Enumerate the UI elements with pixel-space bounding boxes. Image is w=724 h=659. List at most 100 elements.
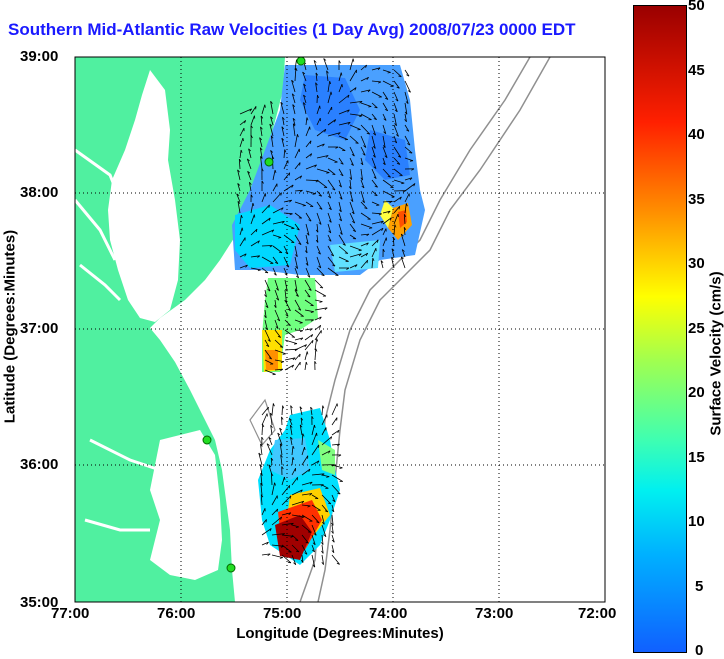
velocity-arrowhead	[276, 297, 279, 301]
velocity-arrow	[338, 223, 343, 235]
velocity-arrow	[264, 329, 271, 342]
velocity-arrowhead	[277, 335, 281, 338]
velocity-arrow	[327, 81, 331, 93]
velocity-arrowhead	[367, 89, 371, 93]
velocity-arrowhead	[339, 218, 342, 222]
velocity-arrowhead	[350, 199, 354, 202]
velocity-arrowhead	[405, 101, 409, 104]
velocity-arrow	[271, 482, 275, 496]
velocity-arrowhead	[270, 150, 274, 153]
velocity-arrowhead	[380, 220, 384, 224]
velocity-arrow	[301, 544, 308, 555]
velocity-arrowhead	[359, 101, 363, 104]
velocity-arrow	[311, 504, 321, 511]
velocity-arrowhead	[268, 217, 271, 221]
velocity-arrowhead	[368, 106, 372, 108]
velocity-arrow	[274, 319, 279, 329]
velocity-arrowhead	[264, 294, 267, 298]
velocity-arrow	[305, 164, 317, 170]
x-axis-label: Longitude (Degrees:Minutes)	[236, 625, 444, 642]
velocity-arrowhead	[361, 185, 365, 189]
velocity-arrowhead	[291, 184, 294, 188]
velocity-arrow	[382, 237, 387, 247]
velocity-arrow	[305, 190, 316, 195]
velocity-arrowhead	[257, 255, 261, 258]
velocity-arrow	[314, 289, 327, 297]
velocity-arrowhead	[395, 98, 399, 102]
velocity-arrow	[404, 69, 410, 77]
velocity-arrowhead	[294, 343, 298, 345]
velocity-arrowhead	[299, 189, 303, 193]
velocity-arrow	[259, 464, 263, 476]
velocity-arrowhead	[257, 240, 260, 244]
velocity-arrowhead	[250, 125, 253, 129]
velocity-arrow	[294, 299, 302, 311]
velocity-arrowhead	[366, 77, 369, 81]
velocity-field-south	[258, 408, 340, 565]
velocity-arrow	[382, 179, 394, 188]
velocity-arrowhead	[279, 443, 283, 447]
velocity-arrow	[313, 60, 318, 71]
x-tick-label: 75:00	[263, 605, 302, 622]
velocity-arrowhead	[237, 183, 241, 186]
velocity-arrow	[249, 182, 252, 192]
river	[84, 518, 150, 532]
velocity-arrow	[281, 522, 294, 526]
velocity-arrowhead	[270, 101, 273, 104]
velocity-arrow	[261, 553, 271, 556]
velocity-arrowhead	[245, 264, 248, 268]
velocity-arrow	[349, 234, 357, 240]
velocity-arrowhead	[264, 271, 269, 274]
velocity-arrow	[274, 299, 277, 308]
velocity-arrow	[371, 239, 379, 247]
velocity-arrow	[360, 201, 368, 209]
velocity-arrow	[371, 168, 377, 179]
velocity-arrow	[272, 220, 285, 225]
velocity-arrowhead	[289, 424, 293, 428]
velocity-arrowhead	[279, 427, 283, 431]
velocity-arrow	[291, 80, 296, 93]
velocity-arrowhead	[292, 123, 296, 127]
velocity-arrow	[271, 403, 274, 416]
velocity-arrow	[349, 201, 355, 215]
velocity-arrow	[404, 203, 407, 214]
velocity-arrow	[338, 146, 346, 151]
velocity-arrow	[314, 279, 324, 289]
velocity-arrow	[314, 316, 322, 321]
velocity-arrow	[294, 148, 300, 159]
velocity-arrowhead	[260, 482, 263, 486]
velocity-arrow	[403, 214, 406, 225]
velocity-arrow	[382, 113, 387, 121]
velocity-arrowhead	[366, 242, 369, 246]
velocity-arrowhead	[278, 237, 282, 239]
velocity-arrowhead	[314, 424, 316, 429]
velocity-arrow	[316, 245, 321, 255]
velocity-arrow	[360, 168, 363, 181]
velocity-arrowhead	[284, 476, 286, 480]
velocity-arrow	[264, 279, 271, 292]
velocity-arrow	[281, 405, 283, 416]
velocity-arrow	[239, 137, 244, 148]
velocity-arrowhead	[366, 260, 368, 264]
velocity-arrow	[305, 256, 309, 266]
velocity-arrowhead	[237, 201, 241, 204]
velocity-arrow	[301, 504, 311, 507]
velocity-arrowhead	[335, 146, 339, 149]
velocity-arrow	[260, 126, 263, 137]
velocity-arrow	[250, 240, 260, 247]
velocity-arrow	[321, 450, 331, 456]
velocity-arrow	[360, 157, 364, 166]
velocity-arrow	[327, 106, 333, 115]
velocity-arrowhead	[299, 175, 303, 179]
velocity-arrowhead	[273, 305, 277, 308]
velocity-arrowhead	[296, 275, 299, 279]
velocity-arrow	[294, 245, 298, 257]
velocity-arrowhead	[280, 454, 283, 458]
colorbar-tick-label: 5	[695, 578, 704, 595]
velocity-arrowhead	[288, 172, 291, 176]
velocity-arrow	[281, 485, 291, 496]
velocity-arrow	[301, 468, 311, 476]
velocity-arrow	[272, 234, 282, 238]
velocity-arrow	[239, 108, 252, 115]
velocity-arrowhead	[277, 318, 280, 322]
